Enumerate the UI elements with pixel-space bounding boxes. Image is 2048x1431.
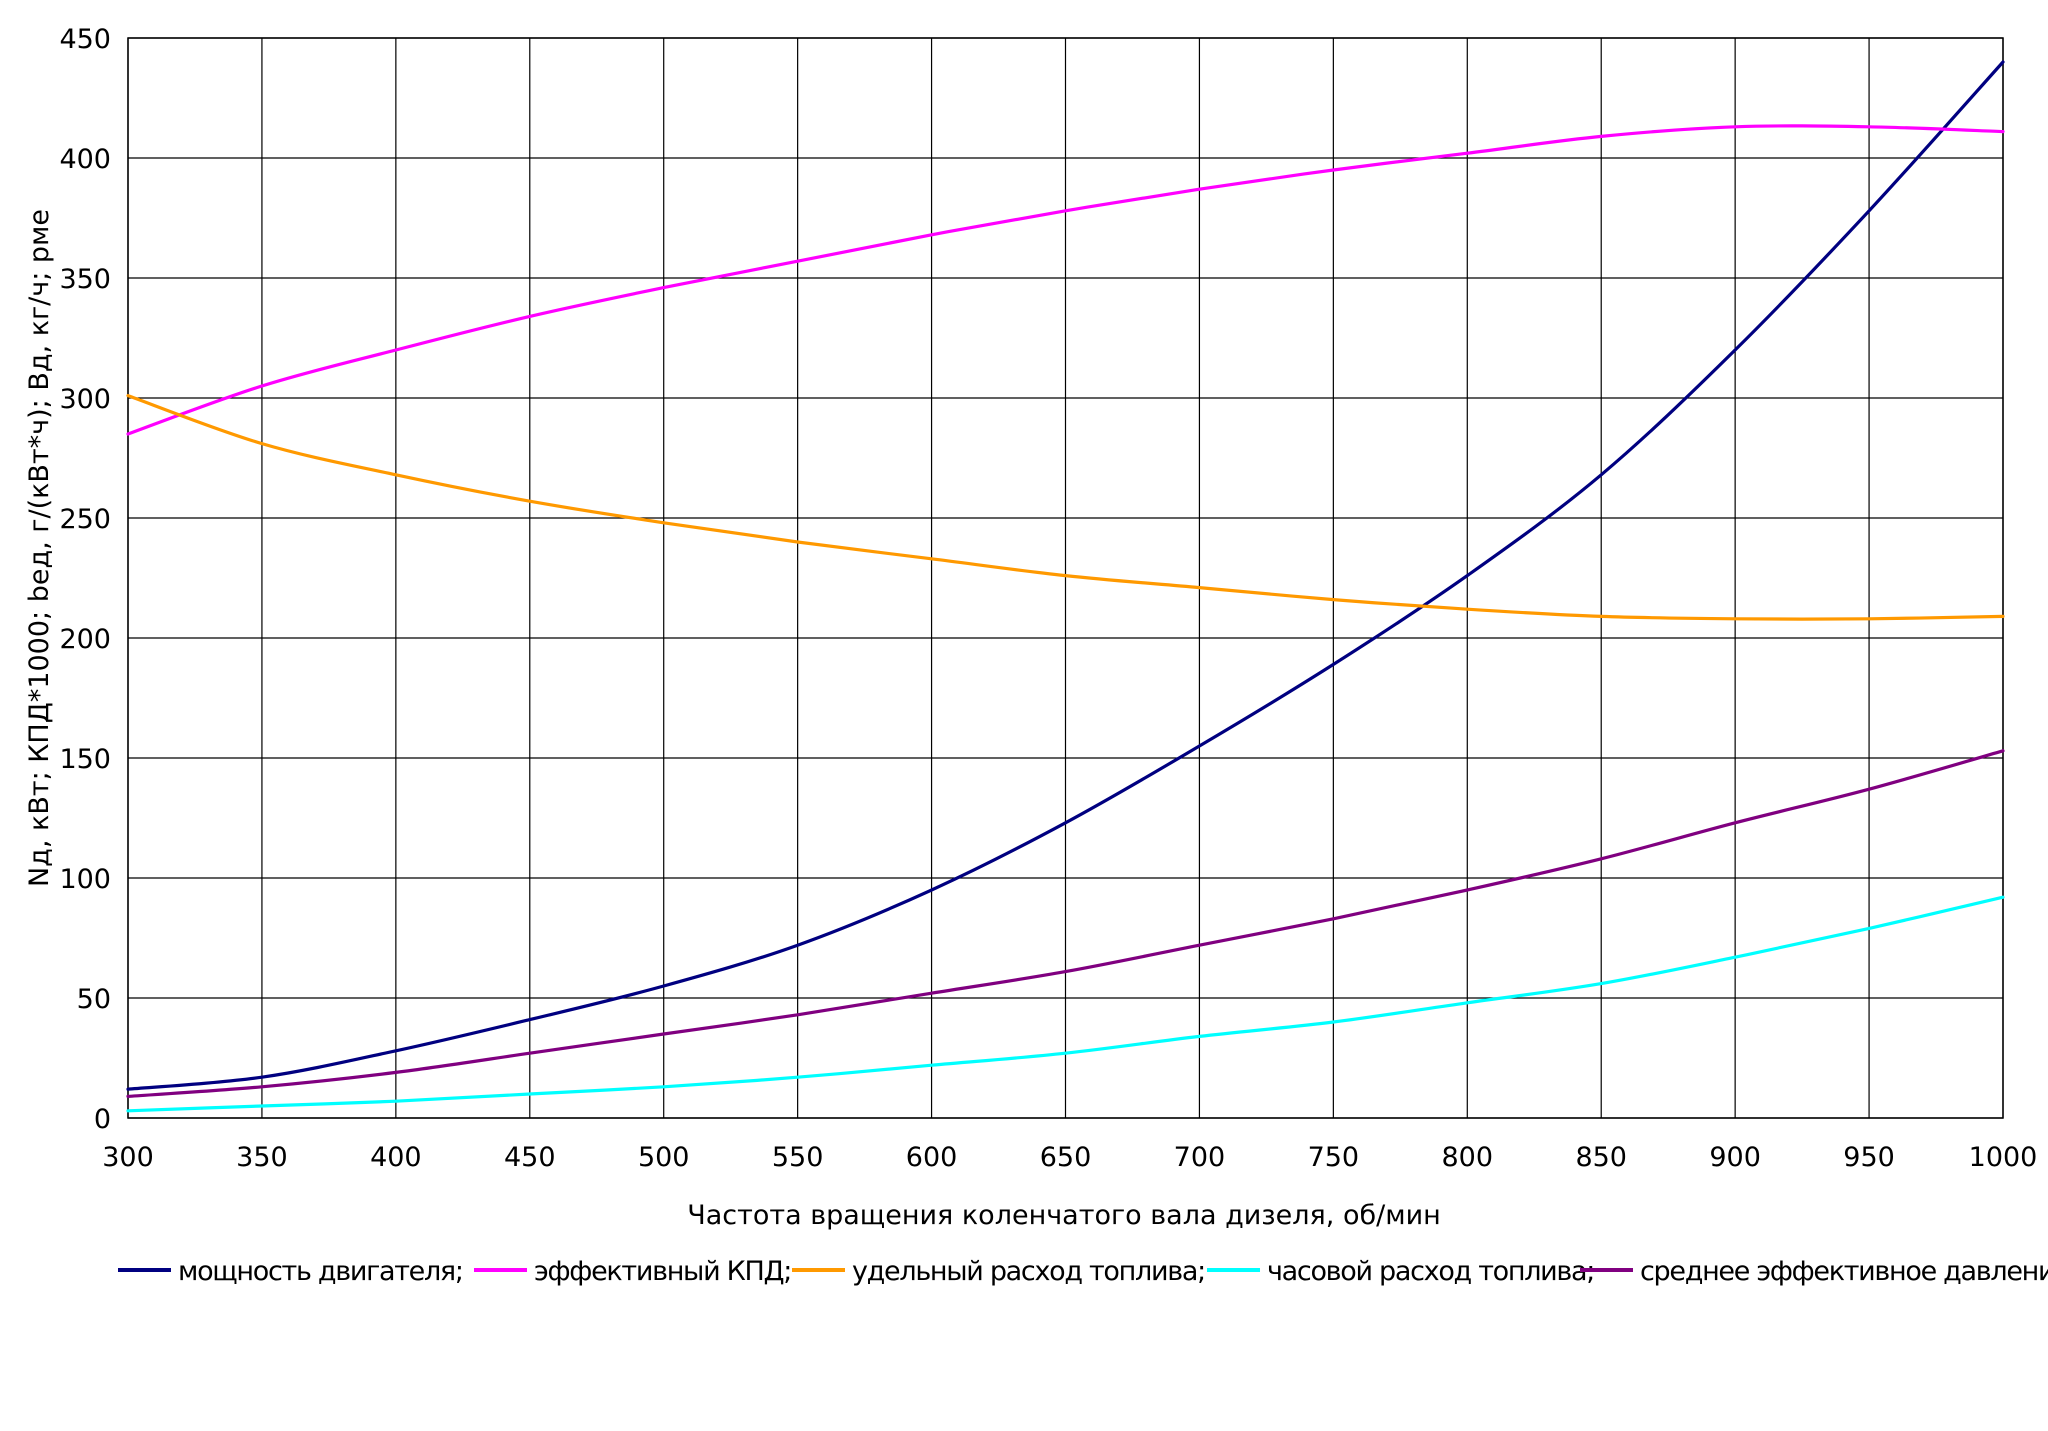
legend-label-0: мощность двигателя; [178,1256,463,1287]
x-tick-label: 600 [906,1142,958,1173]
y-tick-label: 0 [94,1104,111,1135]
series-line-3 [126,895,2005,1113]
legend-label-3: часовой расход топлива; [1267,1256,1594,1287]
x-tick-label: 500 [638,1142,690,1173]
y-tick-label: 100 [59,864,111,895]
series-line-2 [126,394,2005,621]
y-tick-label: 50 [77,984,111,1015]
x-tick-label: 300 [102,1142,154,1173]
y-tick-label: 300 [59,384,111,415]
grid [127,37,2004,1119]
x-tick-label: 1000 [1969,1142,2038,1173]
x-tick-label: 450 [504,1142,556,1173]
y-tick-label: 200 [59,624,111,655]
y-tick-label: 450 [59,24,111,55]
legend-label-1: эффективный КПД; [534,1256,791,1287]
x-tick-label: 800 [1442,1142,1494,1173]
x-tick-label: 700 [1174,1142,1226,1173]
series-line-0 [126,60,2005,1091]
x-tick-label: 400 [370,1142,422,1173]
x-tick-label: 950 [1843,1142,1895,1173]
y-tick-label: 250 [59,504,111,535]
x-tick-label: 550 [772,1142,824,1173]
legend-label-2: удельный расход топлива; [852,1256,1205,1287]
plot-frame [127,37,2004,1119]
tick-labels: 300 350 400 450 500 550 600 650 700 750 800 850 900 9… [59,24,2037,1173]
y-tick-label: 150 [59,744,111,775]
x-tick-label: 350 [236,1142,288,1173]
series-line-1 [126,124,2005,436]
series-line-4 [126,749,2005,1098]
x-tick-label: 650 [1040,1142,1092,1173]
y-tick-label: 350 [59,264,111,295]
plot-series [126,60,2005,1113]
legend: мощность двигателя; эффективный КПД; удель… [118,1256,2048,1287]
legend-label-4: среднее эффективное давление. [1640,1256,2048,1287]
y-tick-label: 400 [59,144,111,175]
x-tick-label: 750 [1308,1142,1360,1173]
y-axis-title: Nд, кВт; КПД*1000; bед, г/(кВт*ч); Bд, к… [24,209,55,887]
x-axis-title: Частота вращения коленчатого вала дизеля… [687,1200,1441,1231]
x-tick-label: 850 [1575,1142,1627,1173]
x-tick-label: 900 [1709,1142,1761,1173]
